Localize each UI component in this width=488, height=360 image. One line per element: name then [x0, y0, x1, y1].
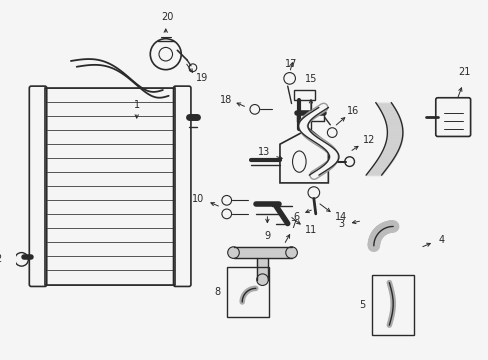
- Text: 18: 18: [219, 95, 231, 105]
- Circle shape: [256, 274, 268, 285]
- Text: 16: 16: [346, 106, 359, 116]
- Text: 17: 17: [285, 59, 297, 69]
- Text: 1: 1: [133, 99, 140, 109]
- Text: 10: 10: [191, 194, 203, 204]
- Text: 14: 14: [334, 212, 346, 222]
- Text: 20: 20: [161, 12, 174, 22]
- Text: 3: 3: [337, 219, 343, 229]
- Text: 21: 21: [458, 67, 470, 77]
- Text: 11: 11: [304, 225, 316, 235]
- Text: 4: 4: [438, 235, 444, 245]
- Circle shape: [285, 247, 297, 258]
- Bar: [226, 267, 269, 318]
- Text: 6: 6: [293, 212, 299, 222]
- Text: 13: 13: [258, 147, 270, 157]
- Text: 5: 5: [358, 300, 365, 310]
- Bar: [45, 88, 175, 284]
- Text: 15: 15: [304, 75, 317, 84]
- Bar: [293, 90, 314, 100]
- Circle shape: [227, 247, 239, 258]
- Text: 12: 12: [362, 135, 374, 145]
- Text: 8: 8: [214, 287, 220, 297]
- Text: 9: 9: [264, 231, 270, 241]
- Bar: [371, 275, 414, 335]
- Text: 19: 19: [196, 73, 208, 84]
- Text: 2: 2: [0, 255, 1, 264]
- Text: 7: 7: [290, 220, 296, 230]
